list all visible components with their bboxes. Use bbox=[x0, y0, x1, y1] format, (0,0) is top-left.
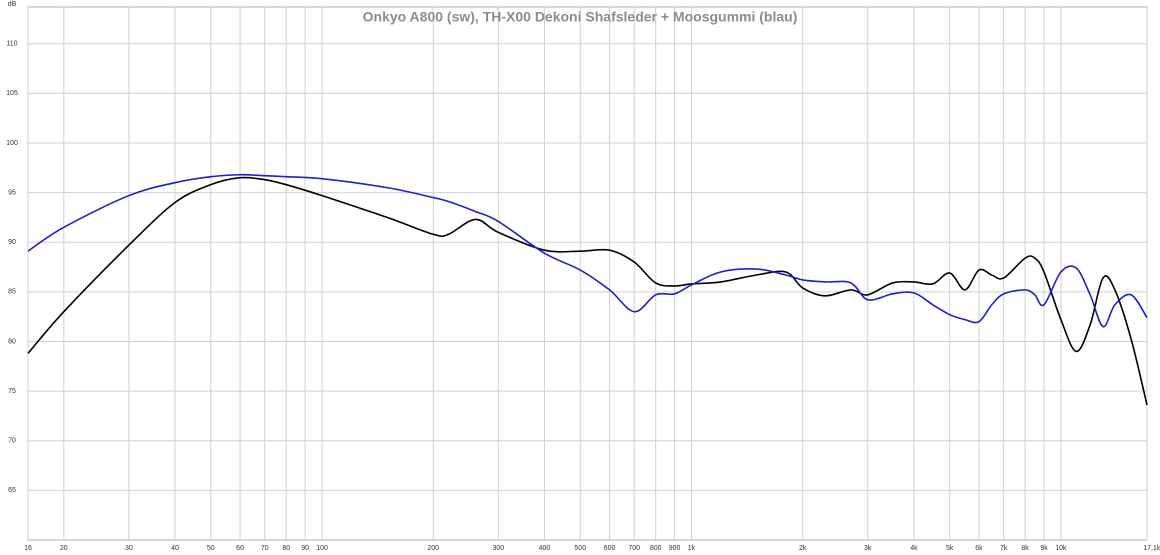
x-tick-label: 4k bbox=[910, 545, 918, 552]
x-tick-label: 40 bbox=[171, 545, 179, 552]
x-tick-label: 7k bbox=[1000, 545, 1008, 552]
x-tick-label: 500 bbox=[574, 545, 586, 552]
x-tick-label: 10k bbox=[1055, 545, 1067, 552]
x-tick-label: 600 bbox=[604, 545, 616, 552]
y-tick-label: 70 bbox=[8, 438, 16, 445]
x-tick-label: 8k bbox=[1021, 545, 1029, 552]
x-tick-label: 16 bbox=[24, 545, 32, 552]
x-tick-label: 700 bbox=[628, 545, 640, 552]
x-tick-label: 60 bbox=[236, 545, 244, 552]
y-tick-label: 80 bbox=[8, 338, 16, 345]
x-tick-label: 200 bbox=[427, 545, 439, 552]
x-tick-label: 800 bbox=[650, 545, 662, 552]
x-tick-label: 30 bbox=[125, 545, 133, 552]
x-tick-label: 50 bbox=[207, 545, 215, 552]
x-tick-label: 80 bbox=[282, 545, 290, 552]
x-tick-label: 9k bbox=[1040, 545, 1048, 552]
x-tick-label: 70 bbox=[261, 545, 269, 552]
line-series bbox=[27, 176, 1148, 406]
chart-title: Onkyo A800 (sw), TH-X00 Dekoni Shafslede… bbox=[363, 9, 798, 25]
x-tick-label: 20 bbox=[60, 545, 68, 552]
x-tick-label: 1k bbox=[688, 545, 696, 552]
y-tick-label: 90 bbox=[8, 239, 16, 246]
x-tick-label: 90 bbox=[301, 545, 309, 552]
line-series bbox=[27, 173, 1148, 328]
x-tick-label: 6k bbox=[975, 545, 983, 552]
x-tick-label: 900 bbox=[669, 545, 681, 552]
y-axis-label: dB bbox=[8, 1, 17, 8]
x-tick-label: 100 bbox=[316, 545, 328, 552]
y-tick-label: 110 bbox=[6, 41, 17, 48]
x-tick-label: 2k bbox=[799, 545, 807, 552]
y-tick-label: 65 bbox=[8, 487, 16, 494]
y-tick-label: 85 bbox=[8, 289, 16, 296]
x-tick-label: 300 bbox=[492, 545, 504, 552]
x-tick-label: 3k bbox=[864, 545, 872, 552]
y-tick-label: 100 bbox=[6, 140, 18, 147]
x-tick-label: 400 bbox=[539, 545, 551, 552]
y-tick-label: 75 bbox=[8, 388, 16, 395]
x-tick-label: 17,1k Hz bbox=[1143, 545, 1160, 552]
y-tick-label: 95 bbox=[8, 189, 16, 196]
x-tick-label: 5k bbox=[946, 545, 954, 552]
y-tick-label: 105 bbox=[6, 90, 18, 97]
